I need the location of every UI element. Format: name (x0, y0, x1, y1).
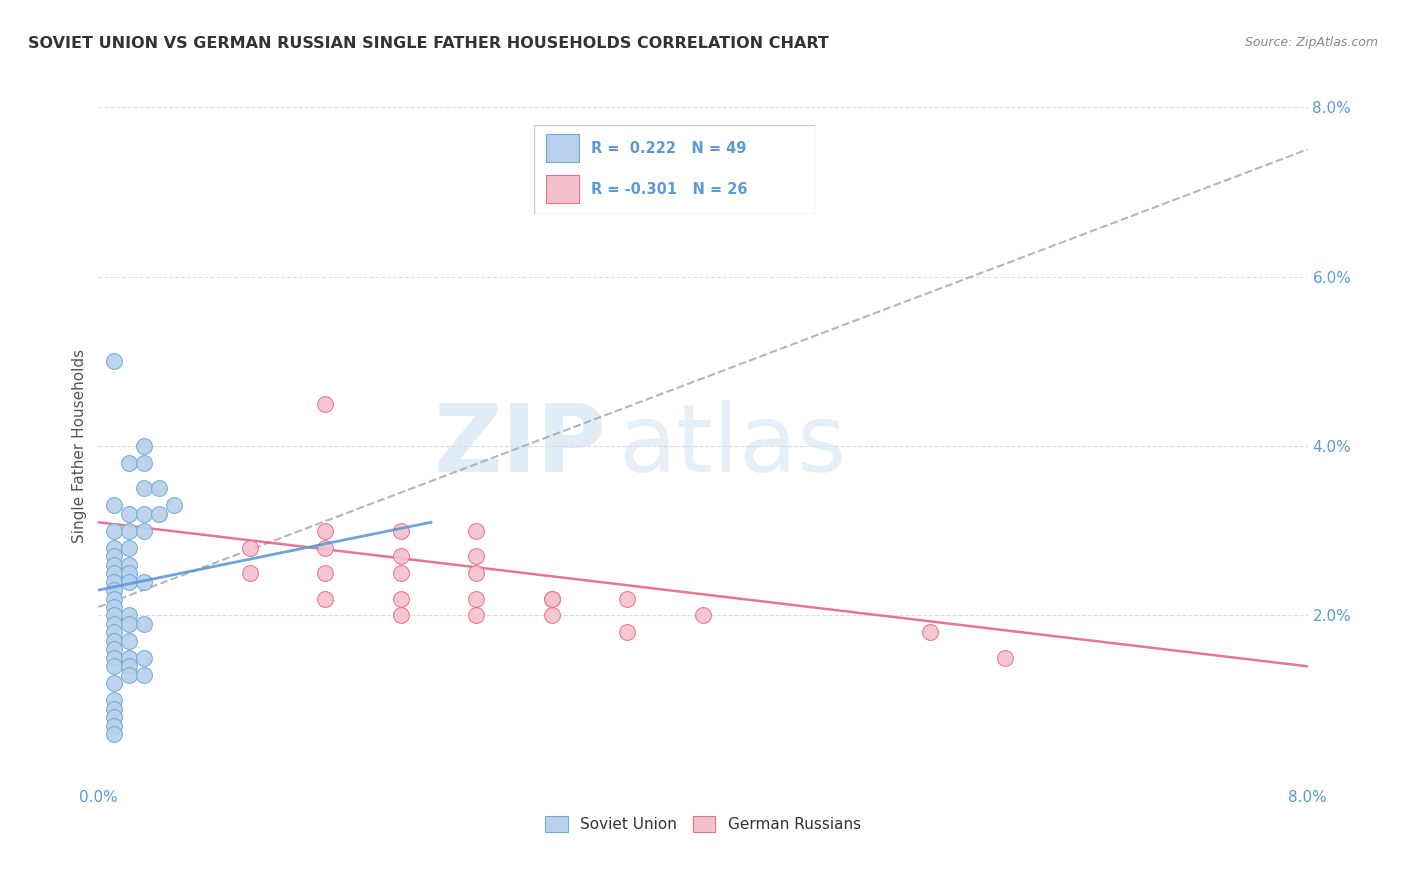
Text: SOVIET UNION VS GERMAN RUSSIAN SINGLE FATHER HOUSEHOLDS CORRELATION CHART: SOVIET UNION VS GERMAN RUSSIAN SINGLE FA… (28, 36, 830, 51)
Point (132, 482, 155, 496)
Point (314, 541, 336, 555)
Point (118, 651, 141, 665)
Point (118, 574, 141, 589)
Point (465, 591, 488, 606)
Point (616, 160, 638, 174)
Point (148, 507, 170, 521)
Point (118, 456, 141, 470)
Point (389, 524, 412, 538)
Point (314, 591, 336, 606)
Point (103, 608, 125, 623)
Point (132, 574, 155, 589)
Point (103, 710, 125, 724)
Point (465, 549, 488, 564)
Point (132, 507, 155, 521)
Text: atlas: atlas (619, 400, 846, 492)
Point (103, 625, 125, 640)
Point (118, 507, 141, 521)
Point (616, 625, 638, 640)
Point (118, 659, 141, 673)
Point (465, 524, 488, 538)
Point (103, 599, 125, 614)
Point (118, 566, 141, 581)
Point (103, 498, 125, 512)
Point (103, 659, 125, 673)
Point (103, 701, 125, 715)
Point (465, 608, 488, 623)
Point (118, 524, 141, 538)
Point (692, 608, 714, 623)
Point (389, 549, 412, 564)
Point (103, 583, 125, 598)
Point (132, 617, 155, 632)
Y-axis label: Single Father Households: Single Father Households (72, 349, 87, 543)
Point (540, 591, 562, 606)
Point (616, 591, 638, 606)
Point (314, 524, 336, 538)
Text: R = -0.301   N = 26: R = -0.301 N = 26 (591, 182, 747, 196)
Point (103, 633, 125, 648)
Point (314, 566, 336, 581)
Point (103, 354, 125, 368)
Point (103, 558, 125, 572)
Point (314, 396, 336, 410)
Point (103, 719, 125, 733)
Point (103, 541, 125, 555)
Point (132, 456, 155, 470)
Point (994, 651, 1017, 665)
Point (918, 625, 941, 640)
Point (103, 642, 125, 657)
Point (132, 439, 155, 453)
Bar (546, 175, 579, 203)
Point (389, 591, 412, 606)
Point (132, 667, 155, 681)
Point (118, 558, 141, 572)
Point (103, 651, 125, 665)
Point (118, 608, 141, 623)
Text: ZIP: ZIP (433, 400, 606, 492)
Point (103, 693, 125, 707)
Point (389, 608, 412, 623)
Point (103, 566, 125, 581)
Text: Source: ZipAtlas.com: Source: ZipAtlas.com (1244, 36, 1378, 49)
Point (132, 651, 155, 665)
Point (118, 617, 141, 632)
Text: R =  0.222   N = 49: R = 0.222 N = 49 (591, 141, 747, 155)
Point (540, 608, 562, 623)
Point (163, 498, 186, 512)
Point (103, 676, 125, 690)
Point (103, 617, 125, 632)
Point (540, 591, 562, 606)
Point (148, 482, 170, 496)
Point (239, 541, 262, 555)
Legend: Soviet Union, German Russians: Soviet Union, German Russians (538, 810, 868, 838)
Point (103, 524, 125, 538)
Point (118, 633, 141, 648)
Point (103, 727, 125, 741)
Bar (546, 134, 579, 162)
Point (118, 667, 141, 681)
Point (103, 574, 125, 589)
FancyBboxPatch shape (534, 125, 815, 214)
Point (389, 566, 412, 581)
Point (103, 549, 125, 564)
Point (465, 566, 488, 581)
Point (118, 541, 141, 555)
Point (132, 524, 155, 538)
Point (239, 566, 262, 581)
Point (103, 591, 125, 606)
